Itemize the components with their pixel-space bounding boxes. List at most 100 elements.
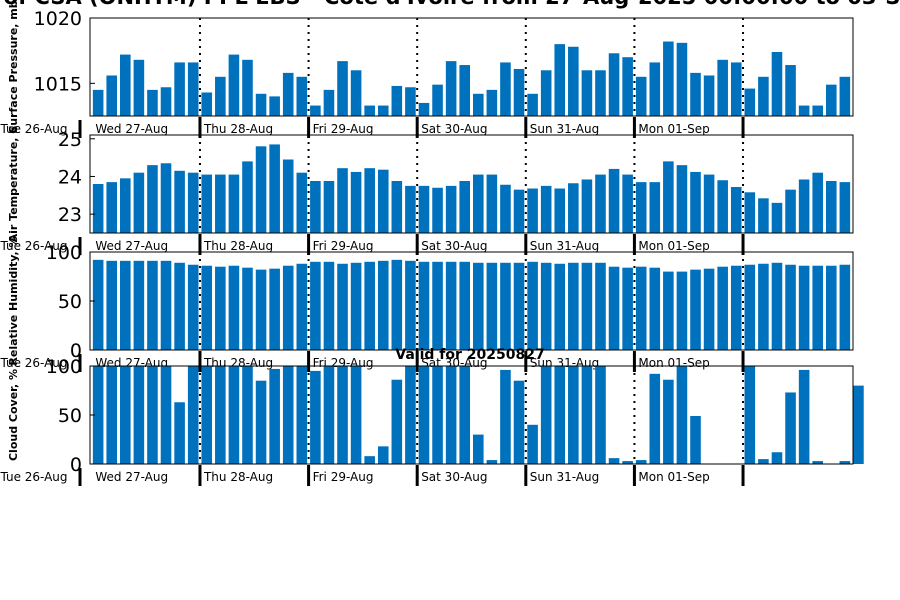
bar-3-20: [364, 261, 375, 350]
bar-4-34: [554, 366, 566, 464]
bar-2-17: [323, 180, 335, 233]
bar-2-53: [812, 172, 823, 233]
bar-1-20: [364, 105, 375, 116]
bar-4-22: [391, 379, 403, 464]
bar-1-32: [527, 93, 538, 116]
bar-2-13: [269, 144, 280, 233]
bar-1-12: [255, 93, 267, 116]
bar-2-20: [364, 168, 375, 233]
bar-3-10: [228, 265, 240, 350]
bar-1-51: [785, 65, 796, 116]
bar-4-24: [418, 366, 430, 464]
bar-4-41: [649, 373, 661, 464]
y-axis-label: Cloud Cover, %: [7, 369, 20, 461]
y-tick-label: 100: [46, 242, 82, 264]
day-label: Wed 27-Aug: [95, 470, 168, 484]
y-tick-label: 23: [58, 204, 82, 226]
bar-1-26: [445, 61, 457, 116]
bar-4-6: [174, 402, 185, 464]
bar-2-36: [581, 179, 593, 233]
bar-2-7: [187, 172, 199, 233]
bar-3-25: [432, 261, 443, 350]
bar-2-26: [445, 185, 457, 233]
bar-4-56: [853, 385, 864, 464]
bar-4-2: [120, 366, 131, 464]
bar-4-14: [282, 366, 294, 464]
bar-2-35: [568, 183, 579, 233]
bar-3-46: [717, 266, 728, 350]
bar-4-31: [513, 380, 525, 464]
bar-3-37: [595, 262, 606, 350]
y-axis-label: Air Temperature, C: [7, 126, 20, 243]
bar-4-39: [622, 461, 633, 464]
day-label: Sat 30-Aug: [421, 239, 487, 253]
bar-4-42: [663, 379, 674, 464]
day-label: Fri 29-Aug: [313, 239, 374, 253]
bar-4-48: [744, 366, 756, 464]
day-label: Wed 27-Aug: [95, 122, 168, 136]
bar-1-23: [405, 87, 416, 116]
bar-1-42: [663, 41, 674, 116]
bar-3-41: [649, 267, 661, 350]
bar-3-16: [310, 261, 321, 350]
bar-2-6: [174, 170, 185, 233]
day-label: Mon 01-Sep: [638, 239, 709, 253]
bar-4-0: [92, 366, 104, 464]
bar-1-44: [690, 72, 701, 116]
bar-2-41: [649, 182, 661, 233]
bar-1-43: [676, 42, 688, 116]
bar-1-31: [513, 68, 525, 116]
bar-3-5: [160, 260, 172, 350]
bar-1-6: [174, 62, 185, 116]
day-label: Tue 26-Aug: [0, 470, 68, 484]
bar-1-33: [540, 70, 552, 116]
bar-3-53: [812, 265, 823, 350]
bar-1-54: [825, 84, 837, 116]
bar-2-9: [215, 174, 226, 233]
bar-3-36: [581, 262, 593, 350]
bar-4-23: [405, 366, 416, 464]
bar-1-38: [608, 53, 620, 116]
plot-frame: [89, 134, 854, 234]
bar-3-26: [445, 261, 457, 350]
bar-2-18: [337, 168, 348, 233]
bar-1-2: [120, 54, 131, 116]
bar-1-47: [730, 62, 742, 116]
bar-4-53: [812, 461, 823, 464]
bar-3-50: [771, 262, 783, 350]
bar-2-22: [391, 180, 403, 233]
bar-3-21: [377, 260, 389, 350]
day-label: Tue 26-Aug: [0, 356, 68, 370]
bar-4-16: [310, 370, 321, 464]
bar-2-31: [513, 189, 525, 233]
bar-3-13: [269, 268, 280, 350]
bar-1-4: [147, 89, 158, 116]
bar-4-28: [472, 434, 484, 464]
bar-1-50: [771, 51, 783, 116]
y-tick-label: 0: [70, 454, 82, 476]
bar-1-28: [472, 93, 484, 116]
day-label: Tue 26-Aug: [0, 122, 68, 136]
bar-2-46: [717, 180, 728, 233]
bar-3-29: [486, 262, 498, 350]
bar-3-1: [106, 260, 118, 350]
bar-1-16: [310, 105, 321, 116]
bar-4-38: [608, 458, 620, 464]
day-label: Tue 26-Aug: [0, 239, 68, 253]
bar-3-34: [554, 263, 566, 350]
bar-3-52: [798, 265, 810, 350]
bar-3-28: [472, 262, 484, 350]
bar-3-44: [690, 269, 701, 350]
bar-1-36: [581, 70, 593, 116]
bar-1-22: [391, 85, 403, 116]
bar-1-13: [269, 96, 280, 116]
plot-frame: [89, 17, 854, 117]
bar-1-29: [486, 89, 498, 116]
bar-1-39: [622, 57, 633, 116]
bar-2-39: [622, 174, 633, 233]
day-label: Mon 01-Sep: [638, 356, 709, 370]
bar-2-5: [160, 163, 172, 233]
bar-1-34: [554, 44, 566, 116]
bar-3-22: [391, 259, 403, 350]
bar-2-4: [147, 165, 158, 233]
